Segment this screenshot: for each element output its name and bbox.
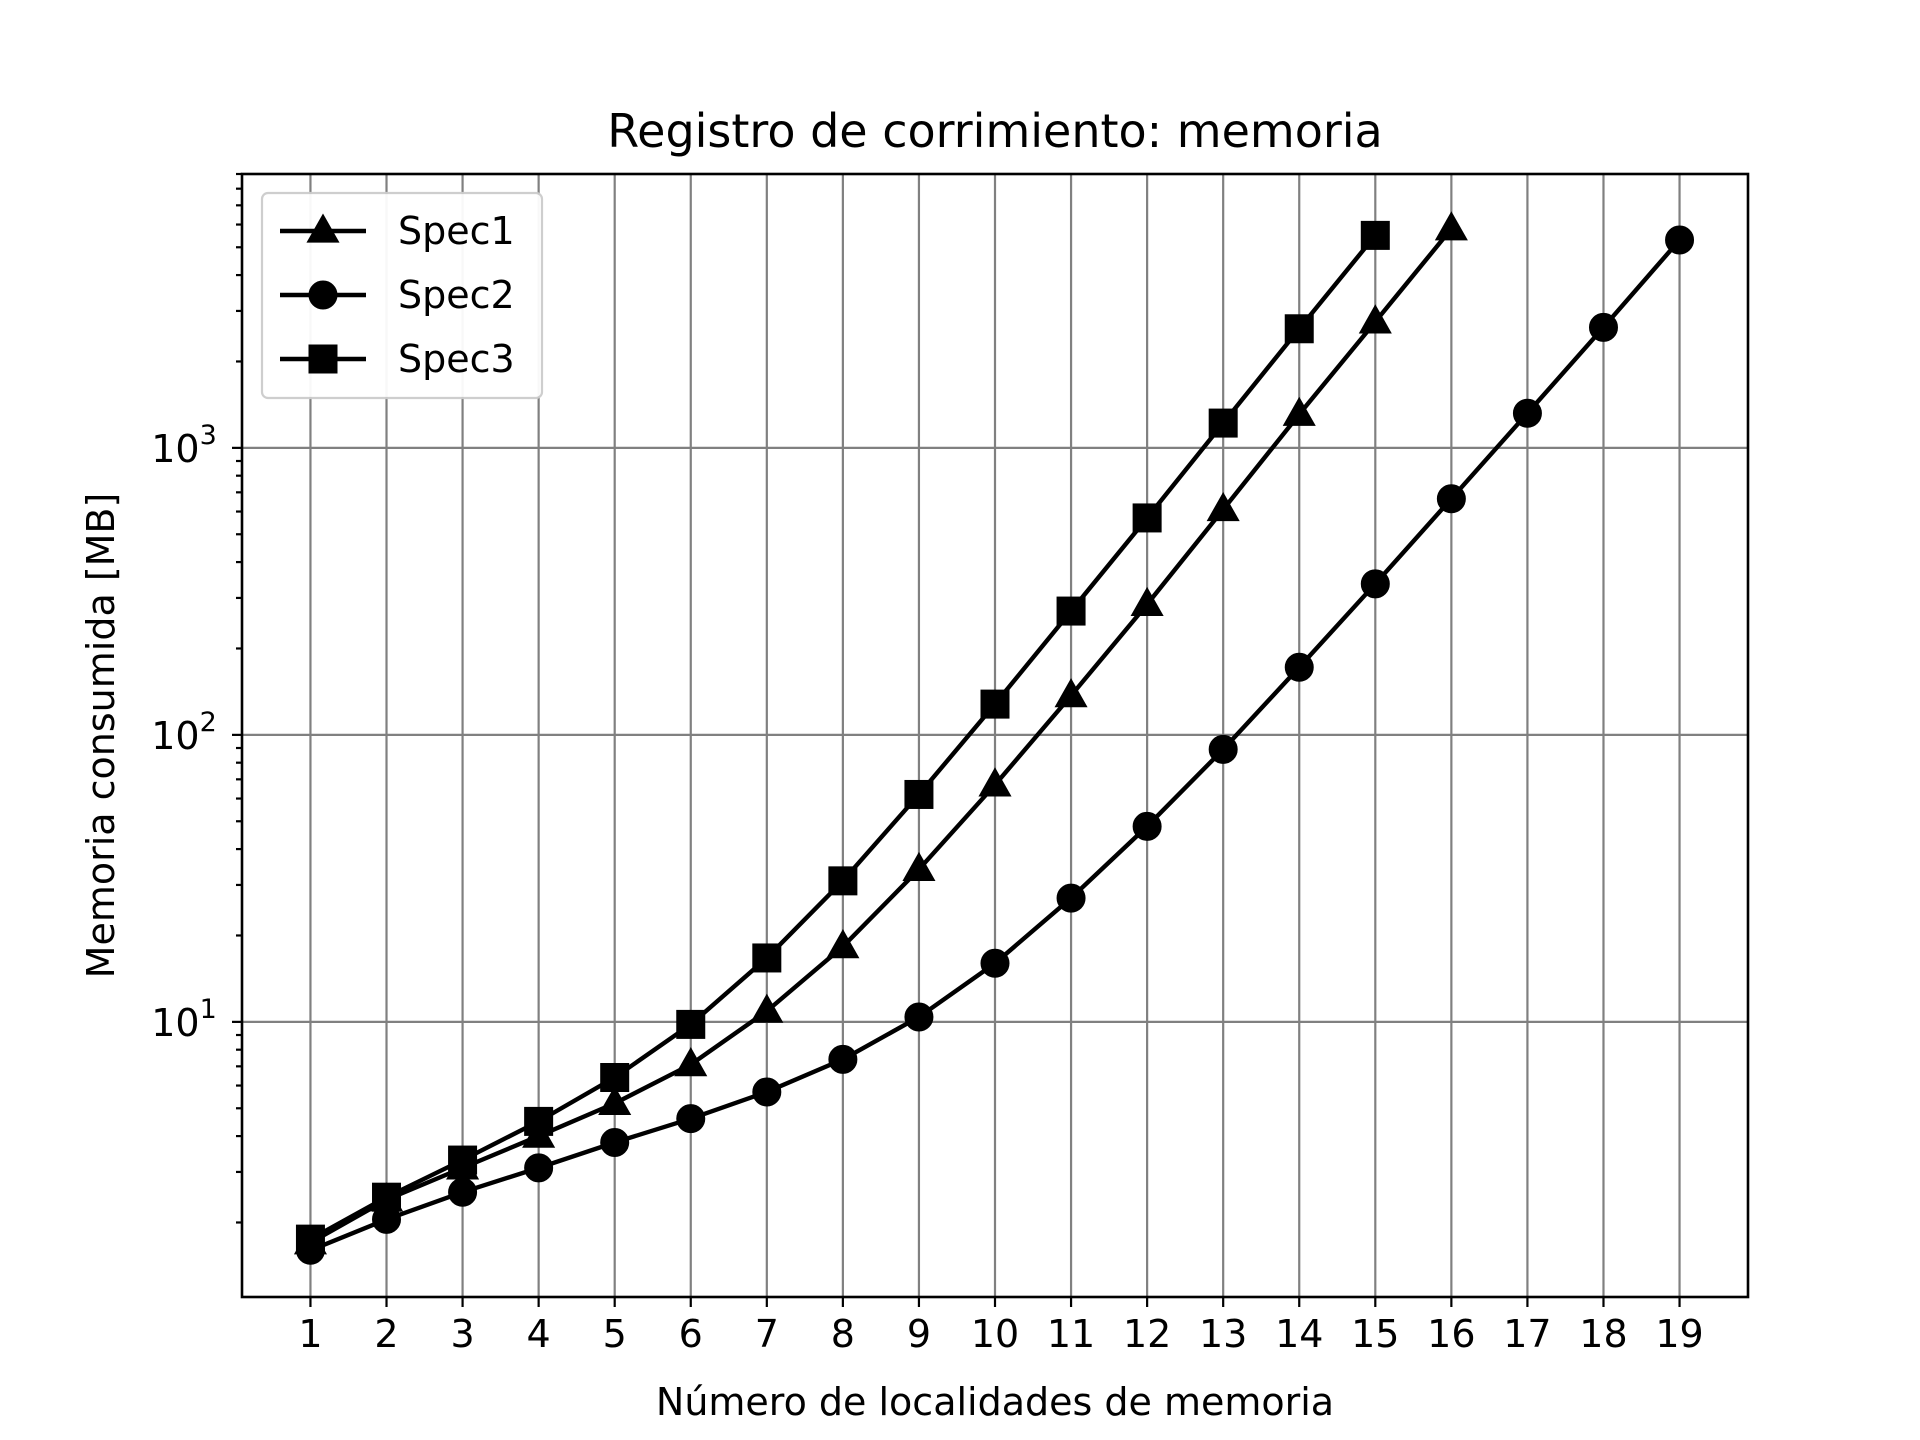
x-tick-label: 7 xyxy=(755,1312,779,1356)
data-point xyxy=(1284,314,1314,344)
y-tick-label: 103 xyxy=(151,420,217,471)
x-tick-label: 18 xyxy=(1579,1312,1627,1356)
x-tick-label: 10 xyxy=(971,1312,1019,1356)
data-point xyxy=(1208,408,1238,438)
x-tick-label: 14 xyxy=(1275,1312,1323,1356)
x-tick-label: 15 xyxy=(1351,1312,1399,1356)
x-tick-label: 19 xyxy=(1655,1312,1703,1356)
data-point xyxy=(828,866,858,896)
data-point xyxy=(1206,491,1240,522)
x-tick-label: 3 xyxy=(450,1312,474,1356)
data-point xyxy=(674,1047,708,1077)
data-point xyxy=(980,689,1010,719)
x-tick-label: 8 xyxy=(831,1312,855,1356)
x-axis-label: Número de localidades de memoria xyxy=(656,1380,1334,1424)
data-point xyxy=(826,929,860,959)
data-point xyxy=(1512,398,1542,428)
data-point xyxy=(1436,484,1466,514)
data-point xyxy=(1358,304,1392,334)
legend-item: Spec1 xyxy=(280,209,515,253)
data-point xyxy=(1282,396,1316,426)
data-point xyxy=(524,1106,554,1136)
data-point xyxy=(1054,678,1088,708)
legend-marker xyxy=(308,280,338,310)
data-point xyxy=(1665,225,1695,255)
legend-item: Spec3 xyxy=(280,337,515,381)
data-point xyxy=(904,779,934,809)
data-point xyxy=(1208,734,1238,764)
series-spec2 xyxy=(295,225,1695,1265)
data-point xyxy=(448,1145,478,1175)
data-point xyxy=(980,948,1010,978)
data-point xyxy=(372,1182,402,1212)
data-point xyxy=(1132,503,1162,533)
series-spec3 xyxy=(295,220,1390,1254)
data-point xyxy=(1132,811,1162,841)
data-point xyxy=(676,1104,706,1134)
data-point xyxy=(828,1044,858,1074)
legend-label: Spec2 xyxy=(398,273,515,317)
data-point xyxy=(600,1063,630,1093)
x-tick-label: 4 xyxy=(527,1312,551,1356)
data-point xyxy=(1360,569,1390,599)
data-point xyxy=(524,1153,554,1183)
legend-marker xyxy=(308,344,338,374)
data-point xyxy=(1056,883,1086,913)
data-point xyxy=(902,851,936,882)
data-point xyxy=(752,943,782,973)
data-point xyxy=(598,1085,632,1116)
series-line xyxy=(309,227,1454,1245)
x-tick-label: 9 xyxy=(907,1312,931,1356)
y-axis-label: Memoria consumida [MB] xyxy=(79,493,123,979)
legend-marker xyxy=(306,213,340,243)
y-tick-label: 102 xyxy=(151,707,217,758)
x-tick-label: 12 xyxy=(1123,1312,1171,1356)
legend: Spec1 Spec2 Spec3 xyxy=(260,191,544,400)
x-tick-label: 11 xyxy=(1047,1312,1095,1356)
data-point xyxy=(1130,586,1164,617)
data-point xyxy=(1284,652,1314,682)
legend-item: Spec2 xyxy=(280,273,515,317)
data-point xyxy=(448,1177,478,1207)
data-point xyxy=(295,1224,325,1254)
data-point xyxy=(1434,211,1468,241)
data-point xyxy=(978,767,1012,797)
data-point xyxy=(750,993,784,1023)
data-point xyxy=(904,1002,934,1032)
legend-label: Spec3 xyxy=(398,337,515,381)
x-tick-label: 17 xyxy=(1503,1312,1551,1356)
data-point xyxy=(1360,220,1390,250)
x-tick-label: 13 xyxy=(1199,1312,1247,1356)
x-tick-label: 5 xyxy=(603,1312,627,1356)
chart-title: Registro de corrimiento: memoria xyxy=(607,104,1383,158)
data-point xyxy=(600,1127,630,1157)
data-point xyxy=(1056,596,1086,626)
x-tick-label: 1 xyxy=(298,1312,322,1356)
data-point xyxy=(1588,312,1618,342)
series-layer xyxy=(293,211,1695,1265)
y-tick-label: 101 xyxy=(151,994,217,1045)
legend-label: Spec1 xyxy=(398,209,515,253)
x-tick-label: 2 xyxy=(374,1312,398,1356)
data-point xyxy=(676,1009,706,1039)
x-tick-label: 16 xyxy=(1427,1312,1475,1356)
data-point xyxy=(752,1077,782,1107)
x-tick-label: 6 xyxy=(679,1312,703,1356)
